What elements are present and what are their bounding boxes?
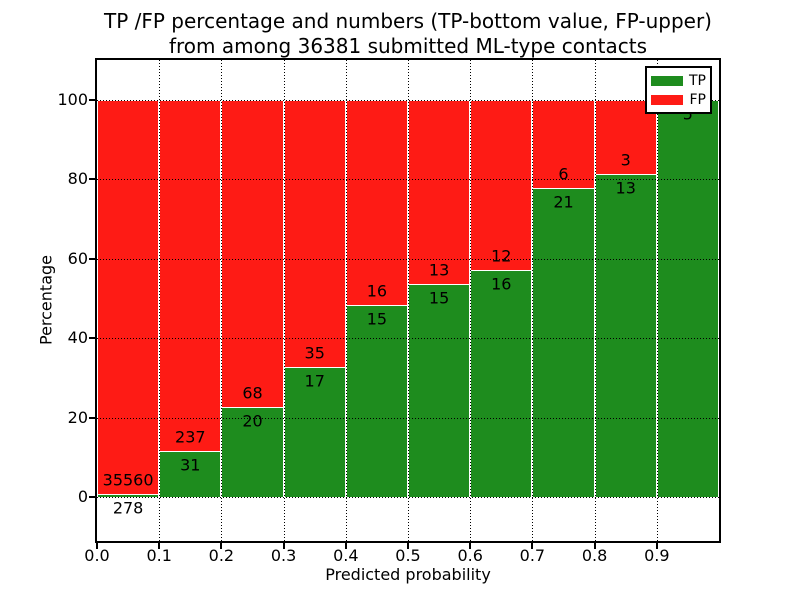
y-tick-label: 40 <box>67 328 88 348</box>
x-tick-label: 0.1 <box>146 546 172 565</box>
bar-segment-tp <box>532 188 595 498</box>
x-tick-mark <box>469 543 472 549</box>
bar-segment-tp <box>656 99 719 498</box>
bar-segment-fp <box>97 99 160 495</box>
x-tick-mark <box>531 543 534 549</box>
y-tick-label: 0 <box>77 487 88 507</box>
y-tick-mark <box>89 257 95 260</box>
tp-legend-label: TP <box>689 72 706 89</box>
bar-segment-tp <box>97 494 160 498</box>
plot-area: 3556027823731682035171615131512166213135 <box>95 58 721 543</box>
x-axis-label: Predicted probability <box>325 565 491 584</box>
x-tick-mark <box>220 543 223 549</box>
v-gridline <box>656 60 658 541</box>
tp-count-label: 15 <box>428 288 450 308</box>
y-tick-label: 60 <box>67 248 88 268</box>
legend-entry-fp: FP <box>651 92 706 108</box>
chart-title-line1: TP /FP percentage and numbers (TP-bottom… <box>104 9 712 33</box>
v-gridline <box>408 60 409 541</box>
y-tick-mark <box>89 98 95 101</box>
legend: TP FP <box>645 66 712 114</box>
bar-segment-tp <box>283 367 346 498</box>
tp-count-label: 16 <box>491 274 512 294</box>
bar-segment-fp <box>408 99 471 285</box>
fp-legend-label: FP <box>689 91 707 108</box>
y-tick-mark <box>89 337 95 340</box>
tp-count-label: 278 <box>112 498 144 518</box>
bar-segment-fp <box>283 99 346 368</box>
legend-entry-tp: TP <box>651 73 706 89</box>
x-tick-mark <box>655 543 658 549</box>
x-tick-label: 0.8 <box>581 546 608 565</box>
y-tick-mark <box>89 416 95 419</box>
y-tick-label: 20 <box>67 407 88 427</box>
fp-count-label: 16 <box>366 281 388 301</box>
y-tick-mark <box>89 496 95 499</box>
x-tick-mark <box>344 543 347 549</box>
v-gridline <box>159 60 161 541</box>
v-gridline <box>470 60 472 541</box>
x-tick-label: 0.3 <box>270 546 297 565</box>
bar-segment-tp <box>408 284 471 498</box>
y-tick-label: 80 <box>67 169 88 189</box>
x-tick-mark <box>593 543 596 549</box>
x-tick-label: 0.7 <box>519 546 546 565</box>
bar-segment-fp <box>159 99 222 452</box>
x-tick-label: 0.4 <box>333 546 359 565</box>
v-gridline <box>283 60 285 541</box>
bar-segment-fp <box>470 99 533 271</box>
fp-count-label: 6 <box>558 164 569 184</box>
x-tick-mark <box>96 543 98 549</box>
fp-count-label: 237 <box>175 427 206 447</box>
tp-legend-swatch-icon <box>651 75 683 86</box>
chart-title: TP /FP percentage and numbers (TP-bottom… <box>97 9 719 59</box>
fp-count-label: 3 <box>620 150 631 170</box>
tp-count-label: 17 <box>304 371 325 391</box>
v-gridline <box>594 60 596 541</box>
tp-count-label: 13 <box>615 178 636 198</box>
bar-segment-fp <box>345 99 408 305</box>
tp-count-label: 20 <box>242 411 263 431</box>
fp-count-label: 35 <box>304 343 325 363</box>
bar-segment-tp <box>594 174 657 498</box>
x-tick-label: 0.5 <box>395 546 421 565</box>
y-tick-label: 100 <box>57 89 88 109</box>
v-gridline <box>221 60 223 541</box>
fp-legend-swatch-icon <box>651 94 683 105</box>
fp-count-label: 35560 <box>102 470 154 490</box>
y-tick-mark <box>89 178 95 181</box>
tp-count-label: 15 <box>366 309 388 329</box>
x-tick-label: 0.0 <box>84 546 110 565</box>
bar-segment-fp <box>221 99 284 407</box>
fp-count-label: 12 <box>491 246 512 266</box>
v-gridline <box>345 60 347 541</box>
x-tick-mark <box>282 543 285 549</box>
bar-segment-tp <box>221 406 284 498</box>
fp-count-label: 13 <box>428 260 450 280</box>
fp-count-label: 68 <box>242 383 263 403</box>
bar-segment-tp <box>345 304 408 498</box>
x-tick-mark <box>407 543 409 549</box>
x-tick-label: 0.9 <box>644 546 670 565</box>
x-tick-label: 0.2 <box>208 546 235 565</box>
bar-segment-tp <box>470 270 533 498</box>
chart-title-line2: from among 36381 submitted ML-type conta… <box>168 34 648 58</box>
v-gridline <box>532 60 534 541</box>
x-tick-label: 0.6 <box>457 546 483 565</box>
tp-count-label: 31 <box>180 455 201 475</box>
tp-count-label: 21 <box>553 192 574 212</box>
x-tick-mark <box>158 543 161 549</box>
